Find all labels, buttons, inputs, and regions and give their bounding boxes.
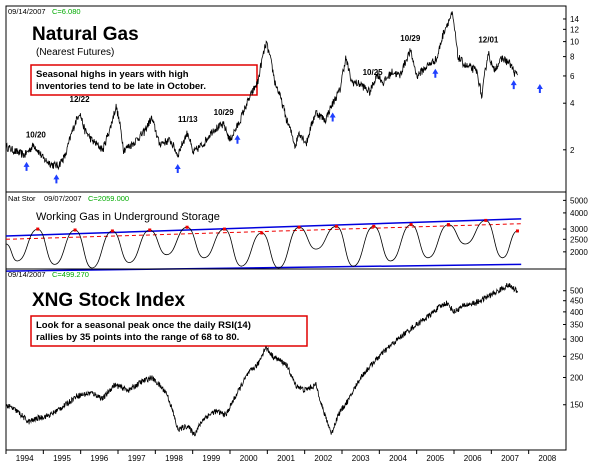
x-tick-label: 2004 [389, 454, 407, 463]
gas-header-date: 09/14/2007 [8, 7, 46, 16]
storage-peak-marker [297, 225, 301, 229]
storage-peak-marker [185, 225, 189, 229]
gas-note-box [30, 64, 258, 96]
storage-y-tick-label: 4000 [570, 209, 588, 218]
gas-low-arrow-icon [53, 174, 60, 184]
gas-peak-label: 10/20 [26, 130, 47, 139]
x-tick-label: 1994 [16, 454, 34, 463]
gas-price-line [5, 11, 518, 171]
storage-peak-marker [260, 231, 264, 235]
gas-peak-label: 10/29 [214, 108, 235, 117]
x-tick-label: 1997 [128, 454, 146, 463]
xng-y-tick-label: 500 [570, 287, 584, 296]
xng-note-box [30, 315, 308, 347]
storage-upper-channel [5, 218, 522, 237]
x-tick-label: 2007 [501, 454, 519, 463]
x-tick-label: 2000 [240, 454, 258, 463]
xng-index-line [5, 282, 518, 437]
xng-header-value: C=499.270 [52, 270, 89, 279]
gas-peak-label: 10/25 [363, 68, 384, 77]
storage-y-tick-label: 2000 [570, 248, 588, 257]
gas-y-tick-label: 6 [570, 72, 575, 81]
storage-panel: Nat Stor 09/07/2007 C=2059.000 Working G… [5, 191, 588, 272]
xng-header-date: 09/14/2007 [8, 270, 46, 279]
gas-low-arrow-icon [329, 112, 336, 122]
gas-y-tick-label: 12 [570, 25, 579, 34]
x-tick-label: 1995 [53, 454, 71, 463]
x-tick-label: 1998 [165, 454, 183, 463]
xng-plot-area [5, 282, 518, 437]
xng-y-tick-label: 350 [570, 321, 584, 330]
gas-low-arrow-icon [174, 164, 181, 174]
gas-y-tick-label: 4 [570, 99, 575, 108]
storage-plot-area [5, 218, 522, 272]
gas-y-tick-label: 8 [570, 53, 575, 62]
x-axis: 1994 1995 1996 1997 1998 1999 2000 2001 2002 2003… [5, 450, 557, 463]
x-tick-label: 2006 [464, 454, 482, 463]
gas-note-line-2: inventories tend to be late in October. [36, 81, 206, 92]
xng-note-line-2: rallies by 35 points into the range of 6… [36, 332, 239, 343]
x-tick-label: 2002 [314, 454, 332, 463]
gas-note-line-1: Seasonal highs in years with high [36, 69, 189, 80]
storage-header-left: Nat Stor [8, 194, 36, 203]
gas-peak-label: 12/22 [70, 95, 91, 104]
xng-panel: 09/14/2007 C=499.270 XNG Stock Index Loo… [5, 268, 584, 451]
x-tick-label: 2001 [277, 454, 295, 463]
storage-peak-marker [36, 227, 40, 231]
gas-peak-label: 12/01 [478, 36, 499, 45]
xng-y-tick-label: 150 [570, 401, 584, 410]
x-tick-label: 2005 [426, 454, 444, 463]
storage-title: Working Gas in Underground Storage [36, 211, 220, 223]
gas-low-arrow-icon [23, 161, 30, 171]
storage-peak-marker [148, 228, 152, 232]
gas-low-arrow-icon [432, 68, 439, 78]
storage-peak-marker [409, 223, 413, 227]
storage-peak-marker [334, 224, 338, 228]
storage-peak-marker [484, 218, 488, 222]
xng-y-tick-label: 400 [570, 308, 584, 317]
gas-plot-area: 10/20 12/22 11/13 10/29 10/25 10/29 12/01 [5, 11, 543, 184]
x-tick-label: 2008 [538, 454, 556, 463]
gas-subtitle: (Nearest Futures) [36, 47, 114, 58]
storage-header-date: 09/07/2007 [44, 194, 82, 203]
gas-peak-label: 11/13 [178, 115, 198, 124]
gas-title: Natural Gas [32, 24, 139, 45]
xng-y-tick-label: 300 [570, 335, 584, 344]
storage-peak-marker [515, 229, 519, 233]
gas-low-arrow-icon [536, 84, 543, 94]
storage-y-tick-label: 3000 [570, 225, 588, 234]
storage-lower-channel [5, 263, 522, 272]
x-tick-label: 1999 [202, 454, 220, 463]
xng-note-line-1: Look for a seasonal peak once the daily … [36, 320, 251, 331]
xng-y-tick-label: 250 [570, 352, 584, 361]
gas-header-value: C=6.080 [52, 7, 81, 16]
storage-peak-marker [110, 229, 114, 233]
gas-y-tick-label: 10 [570, 38, 579, 47]
x-tick-label: 2003 [352, 454, 370, 463]
storage-y-tick-label: 5000 [570, 196, 588, 205]
storage-peak-marker [372, 224, 376, 228]
storage-header-value: C=2059.000 [88, 194, 129, 203]
storage-peak-marker [222, 227, 226, 231]
storage-trend-line [5, 223, 522, 240]
xng-y-tick-label: 450 [570, 297, 584, 306]
storage-peak-marker [446, 223, 450, 227]
gas-panel: 09/14/2007 C=6.080 Natural Gas (Nearest … [5, 5, 579, 193]
gas-y-tick-label: 14 [570, 15, 579, 24]
gas-low-arrow-icon [234, 134, 241, 144]
gas-y-tick-label: 2 [570, 146, 575, 155]
xng-y-tick-label: 200 [570, 374, 584, 383]
x-tick-label: 1996 [90, 454, 108, 463]
gas-low-arrow-icon [510, 80, 517, 90]
storage-y-tick-label: 2500 [570, 235, 588, 244]
gas-peak-label: 10/29 [400, 34, 421, 43]
storage-peak-marker [73, 228, 77, 232]
xng-title: XNG Stock Index [32, 290, 186, 311]
